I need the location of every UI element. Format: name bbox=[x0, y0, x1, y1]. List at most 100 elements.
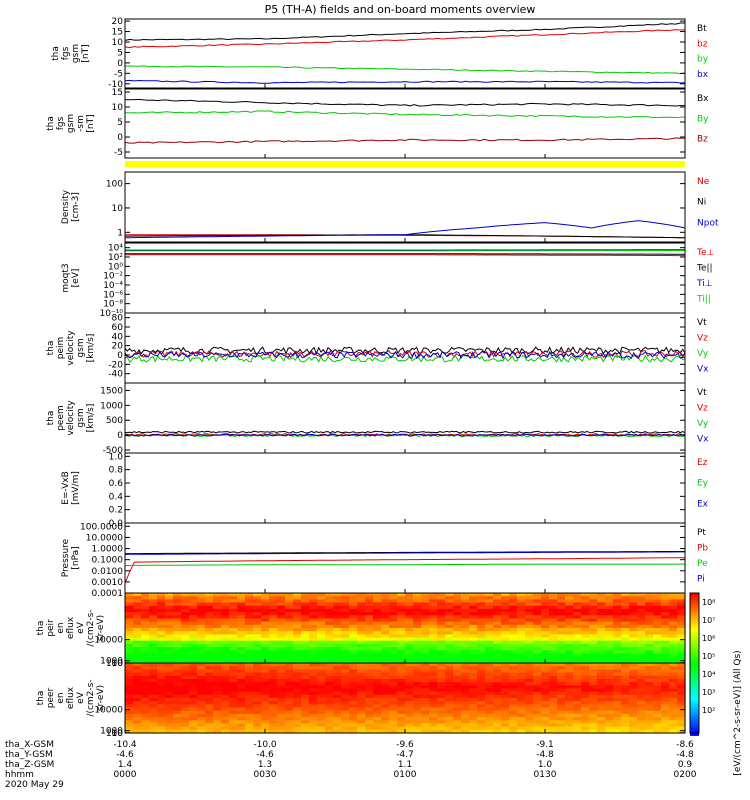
heatmap-cell bbox=[205, 628, 214, 632]
heatmap-cell bbox=[381, 720, 390, 725]
heatmap-cell bbox=[373, 593, 382, 597]
heatmap-cell bbox=[357, 593, 366, 597]
heatmap-cell bbox=[477, 701, 486, 705]
heatmap-peir_en_eflux bbox=[125, 593, 686, 664]
heatmap-cell bbox=[157, 640, 166, 645]
heatmap-cell bbox=[525, 637, 534, 642]
heatmap-cell bbox=[613, 672, 622, 677]
heatmap-cell bbox=[141, 640, 150, 645]
heatmap-cell bbox=[613, 688, 622, 693]
heatmap-cell bbox=[261, 663, 270, 667]
heatmap-cell bbox=[405, 720, 414, 725]
heatmap-cell bbox=[485, 675, 494, 680]
heatmap-cell bbox=[213, 599, 222, 604]
heatmap-cell bbox=[301, 669, 310, 674]
heatmap-cell bbox=[413, 682, 422, 686]
heatmap-cell bbox=[173, 640, 182, 645]
heatmap-cell bbox=[237, 628, 246, 632]
y-tick-label: -10 bbox=[108, 80, 123, 90]
heatmap-cell bbox=[157, 624, 166, 629]
colorbar-cell bbox=[690, 635, 699, 639]
heatmap-cell bbox=[477, 691, 486, 696]
heatmap-cell bbox=[637, 628, 646, 632]
heatmap-cell bbox=[501, 650, 510, 655]
heatmap-cell bbox=[389, 593, 398, 597]
heatmap-cell bbox=[413, 612, 422, 616]
heatmap-cell bbox=[333, 656, 342, 661]
heatmap-cell bbox=[461, 729, 470, 734]
heatmap-cell bbox=[141, 656, 150, 661]
heatmap-cell bbox=[253, 599, 262, 604]
heatmap-cell bbox=[477, 726, 486, 731]
heatmap-cell bbox=[501, 634, 510, 639]
heatmap-cell bbox=[581, 704, 590, 709]
heatmap-cell bbox=[557, 637, 566, 642]
heatmap-cell bbox=[453, 650, 462, 655]
heatmap-cell bbox=[325, 612, 334, 616]
heatmap-cell bbox=[365, 666, 374, 670]
heatmap-cell bbox=[229, 612, 238, 616]
heatmap-cell bbox=[477, 621, 486, 626]
heatmap-cell bbox=[189, 682, 198, 686]
heatmap-cell bbox=[301, 713, 310, 718]
heatmap-cell bbox=[437, 682, 446, 686]
heatmap-cell bbox=[245, 707, 254, 712]
heatmap-cell bbox=[629, 640, 638, 645]
colorbar-cell bbox=[690, 718, 699, 722]
heatmap-cell bbox=[581, 707, 590, 712]
heatmap-cell bbox=[597, 596, 606, 600]
heatmap-cell bbox=[245, 647, 254, 651]
heatmap-cell bbox=[157, 618, 166, 623]
heatmap-cell bbox=[669, 704, 678, 709]
heatmap-cell bbox=[341, 704, 350, 709]
heatmap-cell bbox=[341, 717, 350, 721]
heatmap-cell bbox=[677, 618, 686, 623]
heatmap-cell bbox=[413, 593, 422, 597]
heatmap-cell bbox=[565, 634, 574, 639]
heatmap-cell bbox=[533, 647, 542, 651]
heatmap-cell bbox=[205, 672, 214, 677]
heatmap-cell bbox=[245, 666, 254, 670]
heatmap-cell bbox=[285, 599, 294, 604]
heatmap-cell bbox=[245, 602, 254, 607]
heatmap-cell bbox=[397, 726, 406, 731]
heatmap-cell bbox=[533, 618, 542, 623]
heatmap-cell bbox=[397, 624, 406, 629]
heatmap-cell bbox=[389, 615, 398, 620]
heatmap-cell bbox=[253, 618, 262, 623]
heatmap-cell bbox=[365, 720, 374, 725]
heatmap-cell bbox=[389, 637, 398, 642]
heatmap-cell bbox=[453, 698, 462, 702]
heatmap-cell bbox=[525, 647, 534, 651]
y-axis-label-line: [cm-3] bbox=[71, 192, 81, 222]
heatmap-cell bbox=[509, 717, 518, 721]
heatmap-cell bbox=[437, 621, 446, 626]
heatmap-cell bbox=[413, 650, 422, 655]
heatmap-cell bbox=[301, 640, 310, 645]
heatmap-cell bbox=[589, 688, 598, 693]
heatmap-cell bbox=[389, 713, 398, 718]
legend-bz: bz bbox=[697, 39, 708, 49]
heatmap-cell bbox=[373, 698, 382, 702]
heatmap-cell bbox=[677, 628, 686, 632]
heatmap-cell bbox=[501, 729, 510, 734]
heatmap-cell bbox=[533, 717, 542, 721]
heatmap-cell bbox=[533, 691, 542, 696]
heatmap-cell bbox=[437, 675, 446, 680]
heatmap-cell bbox=[501, 720, 510, 725]
heatmap-cell bbox=[469, 634, 478, 639]
heatmap-cell bbox=[357, 701, 366, 705]
heatmap-cell bbox=[277, 631, 286, 635]
heatmap-cell bbox=[197, 726, 206, 731]
heatmap-cell bbox=[621, 701, 630, 705]
heatmap-cell bbox=[541, 701, 550, 705]
y-axis-label-line: gsm bbox=[71, 44, 81, 63]
heatmap-cell bbox=[573, 628, 582, 632]
heatmap-cell bbox=[357, 596, 366, 600]
heatmap-cell bbox=[549, 593, 558, 597]
heatmap-cell bbox=[525, 634, 534, 639]
heatmap-cell bbox=[437, 637, 446, 642]
heatmap-cell bbox=[213, 685, 222, 690]
heatmap-cell bbox=[549, 682, 558, 686]
heatmap-cell bbox=[557, 682, 566, 686]
